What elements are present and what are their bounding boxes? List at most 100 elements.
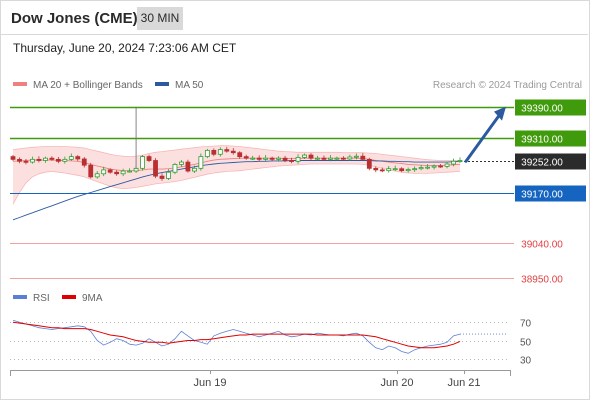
candle-body <box>269 157 275 160</box>
level-label-bg-39252.00 <box>515 153 586 170</box>
candle-body <box>68 156 74 160</box>
candle-body <box>185 161 191 172</box>
candle-body <box>49 157 55 160</box>
candle-body <box>373 167 379 171</box>
rsi-series-9MA <box>12 321 461 349</box>
candle-body <box>315 157 320 160</box>
candle-body <box>457 160 463 162</box>
widget-header: Dow Jones (CME) 30 MIN <box>0 0 588 35</box>
candle-body <box>224 149 230 152</box>
level-label-39390.00: 39390.00 <box>521 104 563 115</box>
candle-body <box>353 155 359 158</box>
candle-body <box>88 164 94 178</box>
level-label-39310.00: 39310.00 <box>521 135 563 146</box>
timeframe-button[interactable]: 30 MIN <box>137 7 183 30</box>
level-label-bg-39310.00 <box>515 130 586 147</box>
ma50-swatch <box>155 82 169 87</box>
candle-body <box>360 155 366 160</box>
x-tick-label-Jun 20: Jun 20 <box>380 377 413 389</box>
x-tick-label-Jun 21: Jun 21 <box>447 377 480 389</box>
candle-body <box>282 157 288 161</box>
candle-body <box>308 154 314 159</box>
candle-body <box>17 158 22 162</box>
instrument-title: Dow Jones (CME) <box>11 10 138 27</box>
rsi-tick-30: 30 <box>520 356 532 367</box>
legend-label-ma20: MA 20 + Bollinger Bands <box>33 80 143 91</box>
candle-body <box>276 157 282 160</box>
candle-body <box>399 168 405 172</box>
candle-body <box>295 156 301 162</box>
rsi-tick-70: 70 <box>520 319 532 330</box>
candle-body <box>418 167 424 170</box>
bollinger-lower-line <box>12 163 461 205</box>
legend-label-ma50: MA 50 <box>175 80 204 91</box>
rsi-series-RSI <box>12 319 461 354</box>
candle-body <box>140 156 145 169</box>
candle-body <box>30 158 35 163</box>
candle-body <box>425 166 431 169</box>
candle-body <box>204 149 210 158</box>
candle-body <box>94 173 100 178</box>
projection-arrowhead <box>494 106 506 121</box>
candle-body <box>263 157 269 160</box>
candle-body <box>172 164 178 173</box>
level-label-39040.00: 39040.00 <box>521 240 563 251</box>
credit-text: Research © 2024 Trading Central <box>432 80 582 91</box>
candle-body <box>250 157 256 160</box>
candle-body <box>321 157 327 160</box>
candle-body <box>179 161 184 165</box>
candle-body <box>289 160 294 162</box>
candle-body <box>347 156 353 160</box>
x-tick-label-Jun 19: Jun 19 <box>193 377 226 389</box>
candle-body <box>379 169 385 172</box>
level-label-bg-39170.00 <box>515 185 586 202</box>
candle-body <box>302 154 307 158</box>
candle-body <box>23 160 29 163</box>
candle-body <box>405 169 411 172</box>
candle-body <box>127 170 133 173</box>
candle-body <box>431 165 437 168</box>
candle-body <box>451 160 456 165</box>
legend-item-ma50: MA 50 <box>155 80 203 91</box>
candle-body <box>107 169 113 173</box>
projection-arrow-line <box>464 114 501 163</box>
9ma-swatch <box>62 295 76 300</box>
legend-item-9ma: 9MA <box>62 293 103 304</box>
candle-body <box>230 150 236 154</box>
legend-label-9ma: 9MA <box>82 293 103 304</box>
candle-body <box>243 156 249 159</box>
rsi-swatch <box>13 295 27 300</box>
rsi-tick-50: 50 <box>520 338 532 349</box>
level-label-39252.00: 39252.00 <box>521 158 563 169</box>
candle-body <box>81 158 87 166</box>
candle-body <box>334 157 340 160</box>
candle-body <box>153 160 158 177</box>
candle-body <box>438 165 443 168</box>
candle-body <box>166 171 171 179</box>
legend-item-ma20: MA 20 + Bollinger Bands <box>13 80 143 91</box>
level-label-39170.00: 39170.00 <box>521 190 563 201</box>
candle-body <box>146 156 152 161</box>
candle-body <box>386 168 392 172</box>
candle-body <box>256 157 262 160</box>
candle-body <box>198 156 204 169</box>
candle-body <box>62 158 68 162</box>
candle-body <box>211 149 217 155</box>
candle-body <box>392 168 398 171</box>
candle-body <box>191 167 197 172</box>
candle-body <box>159 175 165 179</box>
candle-body <box>412 168 418 171</box>
legend-label-rsi: RSI <box>33 293 50 304</box>
candle-body <box>237 152 243 158</box>
bollinger-upper-line <box>12 145 460 161</box>
ma20-swatch <box>13 82 27 87</box>
candle-body <box>120 170 126 175</box>
ma20-line <box>12 157 461 172</box>
candle-body <box>55 158 61 162</box>
candle-body <box>10 156 16 160</box>
candle-body <box>75 156 81 160</box>
candle-body <box>36 158 42 161</box>
candle-body <box>217 149 223 155</box>
candle-body <box>42 157 48 161</box>
